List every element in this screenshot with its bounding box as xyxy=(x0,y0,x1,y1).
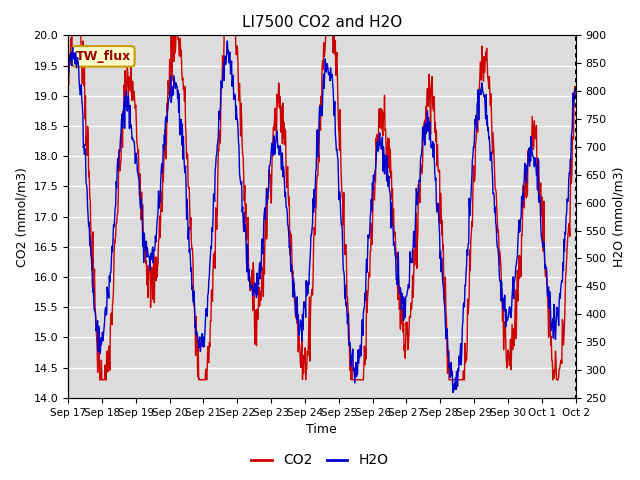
H2O xyxy=(275,152,283,158)
H2O xyxy=(572,85,579,91)
Text: TW_flux: TW_flux xyxy=(76,50,131,63)
CO2 xyxy=(572,94,579,99)
CO2 xyxy=(96,377,104,383)
H2O xyxy=(449,389,457,395)
Line: CO2: CO2 xyxy=(68,23,575,380)
Y-axis label: H2O (mmol/m3): H2O (mmol/m3) xyxy=(612,167,625,267)
Line: H2O: H2O xyxy=(68,41,575,392)
CO2 xyxy=(64,60,72,65)
CO2 xyxy=(556,366,563,372)
CO2 xyxy=(364,288,372,294)
CO2 xyxy=(68,20,76,26)
H2O xyxy=(158,170,166,176)
H2O xyxy=(64,76,72,82)
CO2 xyxy=(547,334,555,340)
H2O xyxy=(364,252,371,258)
H2O xyxy=(223,38,231,44)
X-axis label: Time: Time xyxy=(307,423,337,436)
CO2 xyxy=(159,179,167,184)
CO2 xyxy=(89,229,97,235)
CO2 xyxy=(276,105,284,111)
Legend: CO2, H2O: CO2, H2O xyxy=(246,448,394,473)
H2O xyxy=(547,327,555,333)
H2O xyxy=(88,281,96,287)
Y-axis label: CO2 (mmol/m3): CO2 (mmol/m3) xyxy=(15,167,28,266)
Title: LI7500 CO2 and H2O: LI7500 CO2 and H2O xyxy=(242,15,402,30)
H2O xyxy=(556,298,563,304)
